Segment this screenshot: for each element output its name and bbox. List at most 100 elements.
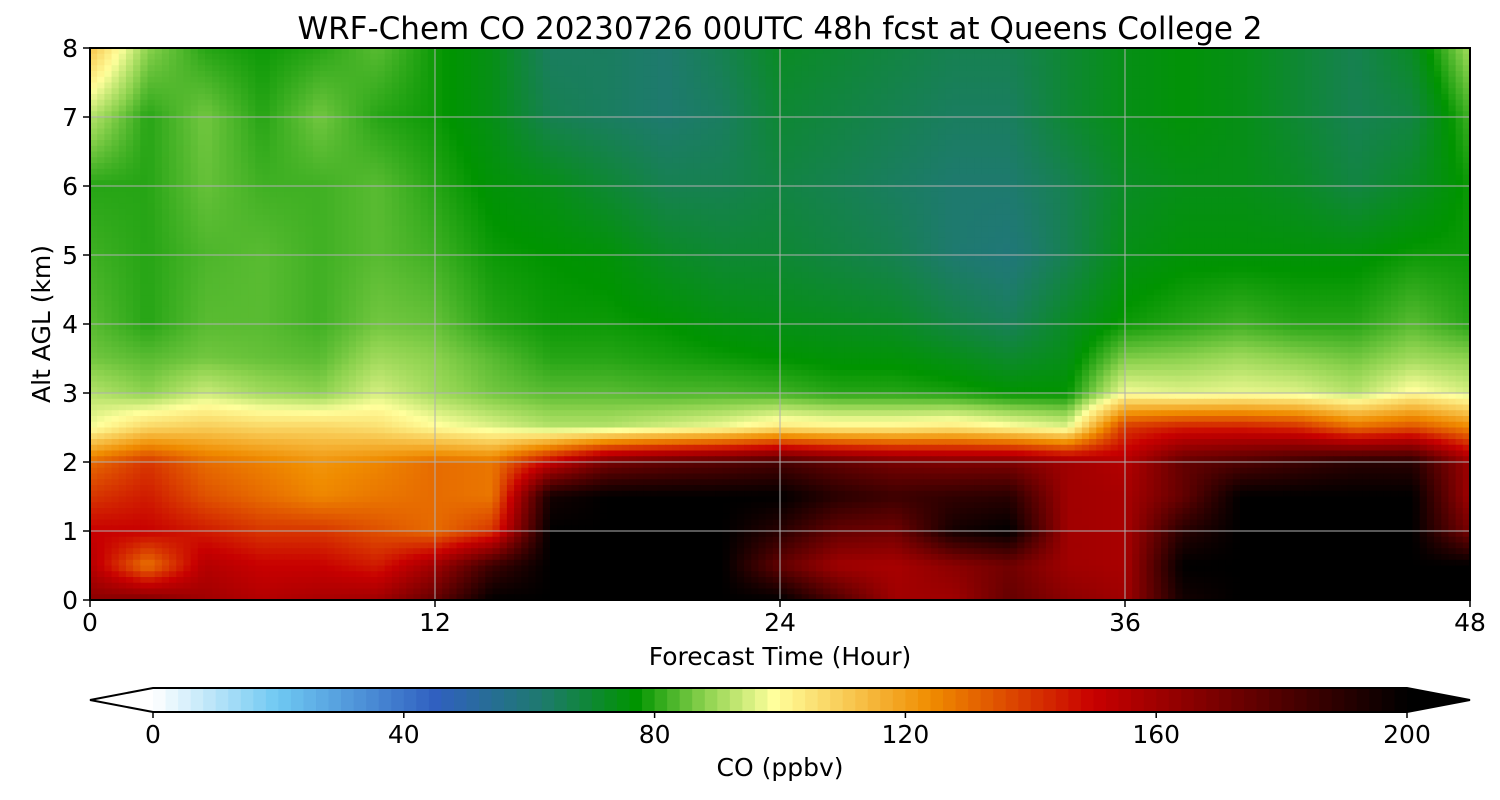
heat-cell <box>470 82 479 89</box>
heat-cell <box>1060 157 1069 164</box>
heat-cell <box>399 151 407 158</box>
heat-cell <box>1168 174 1176 181</box>
heat-cell <box>456 105 465 112</box>
heat-cell <box>1146 94 1155 101</box>
heat-cell <box>859 105 867 112</box>
heat-cell <box>550 168 558 176</box>
heat-cell <box>1369 105 1378 112</box>
heat-cell <box>449 134 458 141</box>
heat-cell <box>1340 157 1349 164</box>
heat-cell <box>1139 65 1148 72</box>
heat-cell <box>1146 99 1155 107</box>
heat-cell <box>1175 88 1184 95</box>
heat-cell <box>1441 94 1450 101</box>
heat-cell <box>197 117 206 124</box>
heat-cell <box>1376 99 1385 107</box>
heat-cell <box>966 82 975 89</box>
heat-cell <box>1283 122 1291 130</box>
heat-cell <box>169 140 177 147</box>
heat-cell <box>672 94 680 101</box>
heat-cell <box>183 59 192 66</box>
heat-cell <box>729 99 738 107</box>
heat-cell <box>815 65 824 72</box>
heat-cell <box>758 53 767 61</box>
heat-cell <box>291 191 300 199</box>
heat-cell <box>708 157 716 164</box>
heat-cell <box>1189 117 1198 124</box>
heat-cell <box>909 71 918 78</box>
heat-cell <box>327 157 335 164</box>
heat-cell <box>399 76 407 84</box>
heat-cell <box>427 140 436 147</box>
heat-cell <box>1304 163 1313 170</box>
heat-cell <box>1390 145 1399 153</box>
heat-cell <box>1455 59 1464 66</box>
heat-cell <box>427 174 436 181</box>
heat-cell <box>125 88 134 95</box>
heat-cell <box>463 99 472 107</box>
heat-cell <box>665 122 673 130</box>
heat-cell <box>1362 151 1370 158</box>
heat-cell <box>571 163 580 170</box>
heat-cell <box>1196 134 1205 141</box>
heat-cell <box>212 191 220 199</box>
heat-cell <box>219 105 228 112</box>
heat-cell <box>593 168 601 176</box>
heat-cell <box>966 105 975 112</box>
heat-cell <box>1369 140 1378 147</box>
heat-cell <box>780 151 788 158</box>
heat-cell <box>276 157 285 164</box>
heat-cell <box>1024 59 1033 66</box>
heat-cell <box>363 65 371 72</box>
heat-cell <box>866 134 875 141</box>
heat-cell <box>1117 76 1126 84</box>
heat-cell <box>240 128 249 135</box>
heat-cell <box>851 140 860 147</box>
heat-cell <box>1139 53 1148 61</box>
heat-cell <box>305 99 314 107</box>
heat-cell <box>1311 99 1320 107</box>
heat-cell <box>952 59 961 66</box>
heat-cell <box>1405 145 1414 153</box>
heat-cell <box>1297 76 1306 84</box>
heat-cell <box>772 53 781 61</box>
heat-cell <box>197 82 206 89</box>
heat-cell <box>902 134 910 141</box>
heat-cell <box>837 76 846 84</box>
heat-cell <box>1326 105 1335 112</box>
heat-cell <box>643 53 652 61</box>
heat-cell <box>1139 168 1148 176</box>
heat-cell <box>1160 117 1169 124</box>
heat-cell <box>1189 151 1198 158</box>
heat-cell <box>1311 71 1320 78</box>
heat-cell <box>945 157 954 164</box>
heat-cell <box>585 122 594 130</box>
heat-cell <box>118 122 127 130</box>
heat-cell <box>1441 186 1450 193</box>
heat-cell <box>341 76 350 84</box>
heat-cell <box>542 140 551 147</box>
heat-cell <box>427 168 436 176</box>
heat-cell <box>1419 122 1428 130</box>
heat-cell <box>456 168 465 176</box>
heat-cell <box>564 163 573 170</box>
heat-cell <box>1182 59 1191 66</box>
heat-cell <box>607 140 616 147</box>
heat-cell <box>952 145 961 153</box>
heat-cell <box>823 151 831 158</box>
heat-cell <box>427 134 436 141</box>
heat-cell <box>1117 105 1126 112</box>
heat-cell <box>909 117 918 124</box>
heat-cell <box>657 117 666 124</box>
heat-cell <box>1031 117 1040 124</box>
heat-cell <box>456 117 465 124</box>
heat-cell <box>176 117 185 124</box>
heat-cell <box>233 76 242 84</box>
heat-cell <box>1225 157 1234 164</box>
heat-cell <box>506 163 515 170</box>
heat-cell <box>1347 122 1356 130</box>
heat-cell <box>672 168 680 176</box>
heat-cell <box>1333 88 1342 95</box>
heat-cell <box>161 134 170 141</box>
heat-cell <box>1261 65 1270 72</box>
